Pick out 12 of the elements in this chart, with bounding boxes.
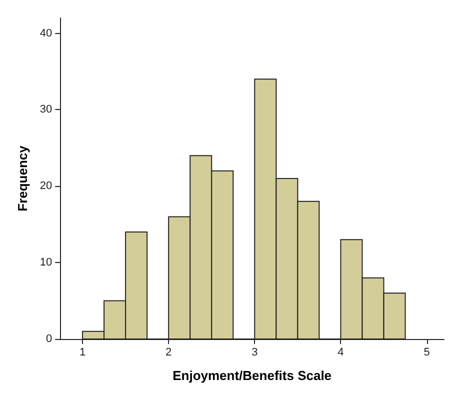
y-tick-label: 30	[40, 104, 52, 116]
x-axis-title: Enjoyment/Benefits Scale	[172, 368, 332, 383]
y-tick-label: 0	[46, 333, 52, 345]
x-tick-label: 3	[252, 346, 258, 358]
y-axis-title: Frequency	[15, 144, 30, 212]
x-tick-label: 4	[338, 346, 344, 358]
x-tick-label: 1	[79, 346, 86, 358]
y-tick-label: 40	[40, 27, 52, 40]
y-tick-label: 20	[40, 180, 52, 192]
x-tick-label: 5	[424, 346, 430, 358]
x-tick-label: 2	[166, 346, 172, 358]
y-tick-label: 10	[40, 256, 52, 269]
